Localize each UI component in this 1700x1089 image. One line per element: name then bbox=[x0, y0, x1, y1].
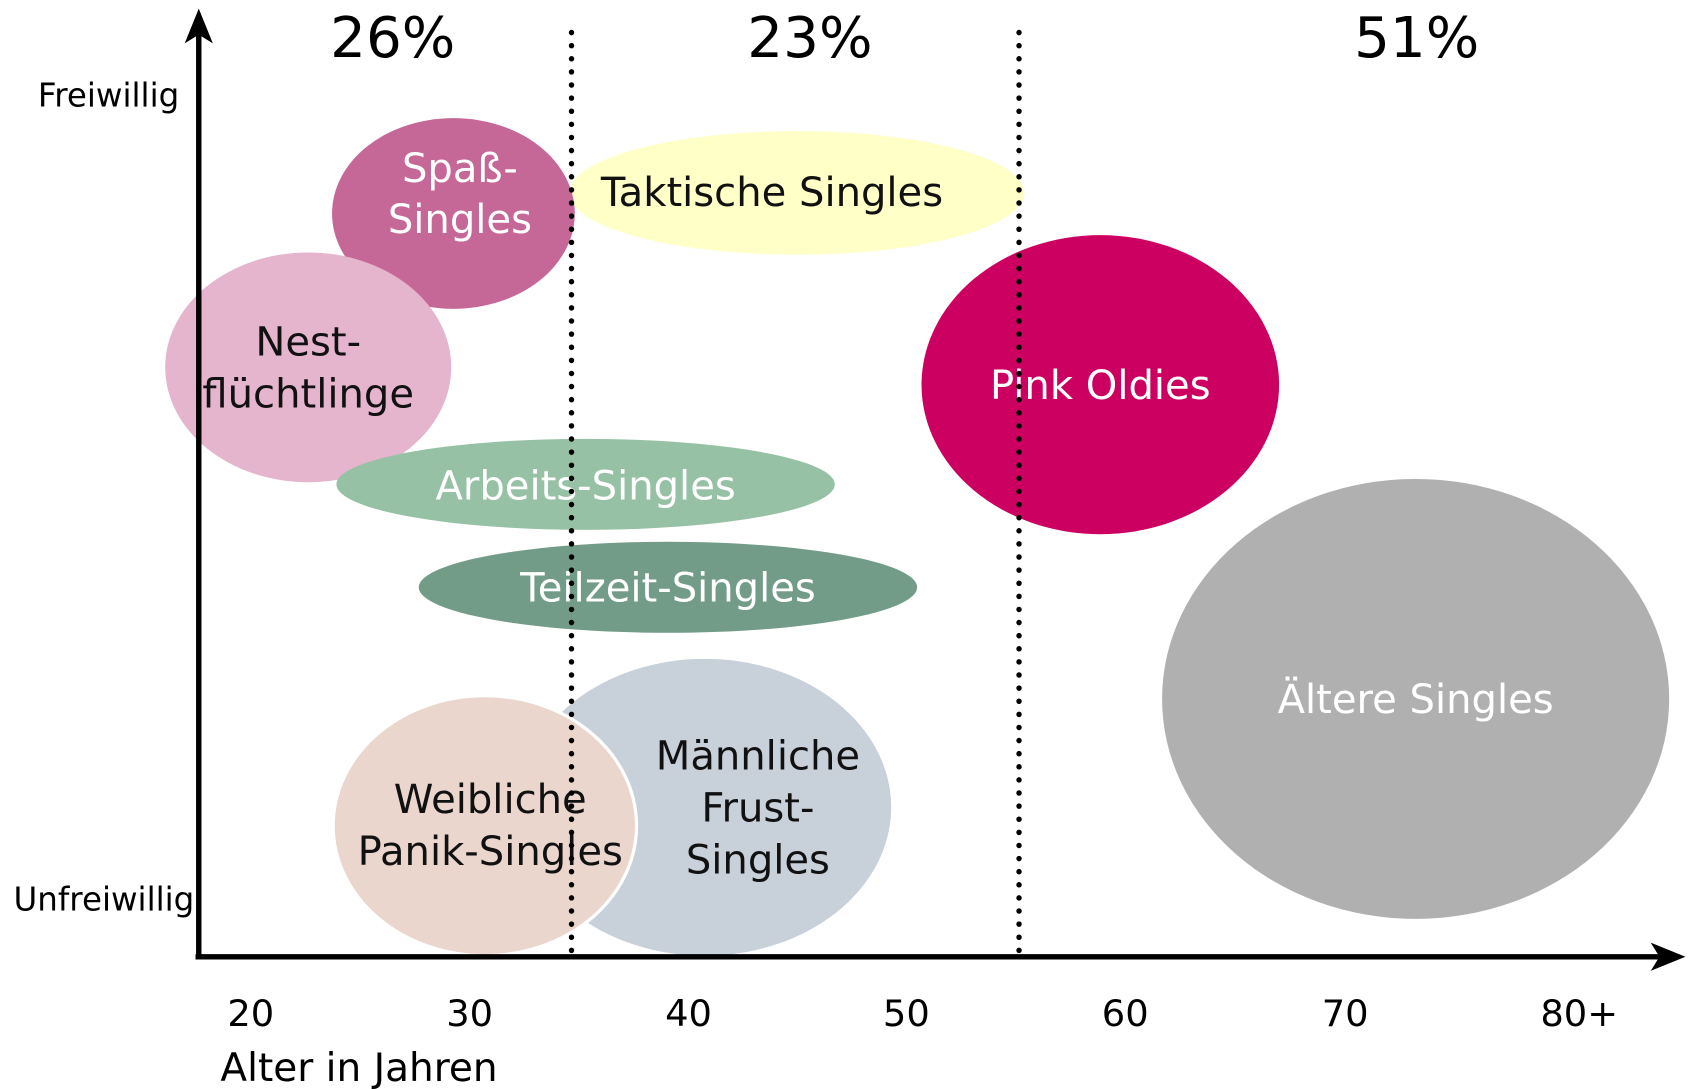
x-tick-label: 50 bbox=[883, 992, 930, 1035]
bubble bbox=[569, 131, 1025, 255]
bubble bbox=[921, 235, 1280, 535]
bubble bbox=[331, 694, 639, 958]
bubbles: Taktische Singles Spaß- Singles Nest-flücht… bbox=[165, 118, 1670, 958]
bubble-label: Pink Oldies bbox=[990, 363, 1211, 409]
bubble-label: Weibliche bbox=[394, 777, 587, 823]
bubble-label: Singles bbox=[686, 838, 830, 884]
bubble-label: Teilzeit-Singles bbox=[519, 566, 816, 612]
x-tick-label: 40 bbox=[665, 992, 712, 1035]
bubble-label: Singles bbox=[388, 197, 532, 243]
bubble-label: Arbeits-Singles bbox=[435, 464, 735, 510]
bubble-label: Nest- bbox=[255, 320, 361, 366]
bubble-label: Männliche bbox=[656, 734, 860, 780]
axes bbox=[184, 8, 1686, 971]
y-top-label: Freiwillig bbox=[38, 77, 179, 115]
bubble-label: flüchtlinge bbox=[202, 372, 414, 418]
bubble-label: Frust- bbox=[701, 786, 814, 832]
bubble-label: Panik-Singles bbox=[358, 829, 623, 875]
x-tick-label: 30 bbox=[446, 992, 493, 1035]
segment-share: 23% bbox=[747, 6, 872, 71]
segment-share: 51% bbox=[1354, 6, 1479, 71]
bubble-label: Taktische Singles bbox=[600, 170, 943, 216]
bubble-label: Spaß- bbox=[402, 146, 518, 192]
segment-share: 26% bbox=[330, 6, 455, 71]
bubble bbox=[165, 252, 452, 483]
bubble bbox=[336, 438, 835, 530]
x-tick-label: 60 bbox=[1102, 992, 1149, 1035]
y-axis-arrow bbox=[184, 8, 213, 44]
bubble bbox=[332, 118, 575, 309]
x-tick-label: 20 bbox=[227, 992, 274, 1035]
bubble-label: Ältere Singles bbox=[1278, 675, 1554, 723]
x-tick-label: 70 bbox=[1322, 992, 1369, 1035]
x-tick-label: 80+ bbox=[1540, 992, 1618, 1035]
x-axis-arrow bbox=[1650, 942, 1686, 971]
bubble bbox=[1162, 478, 1670, 919]
bubble bbox=[418, 541, 918, 633]
y-bottom-label: Unfreiwillig bbox=[13, 881, 194, 919]
x-axis-title: Alter in Jahren bbox=[220, 1046, 497, 1089]
